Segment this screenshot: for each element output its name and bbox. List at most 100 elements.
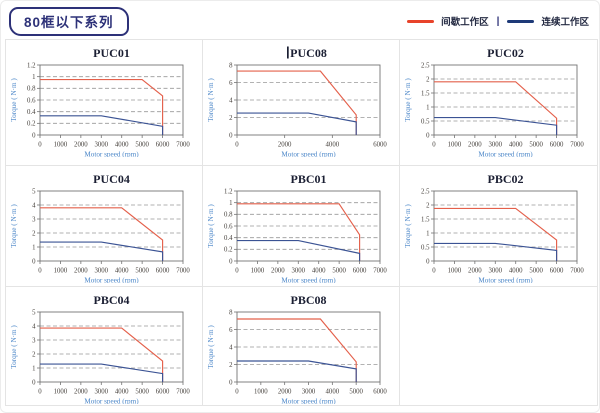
chart-title: PUC01 — [93, 46, 130, 60]
intermittent-curve — [236, 203, 360, 261]
y-axis-label: Torque ( N·m ) — [404, 204, 412, 248]
y-axis-label: Torque ( N·m ) — [207, 204, 215, 248]
y-tick-label: 8 — [229, 62, 233, 69]
legend-separator: | — [496, 15, 500, 27]
plot-frame — [39, 190, 183, 262]
chart-title: PBC08 — [290, 293, 326, 307]
y-tick-label: 1 — [32, 244, 35, 251]
x-axis-label: Motor speed (rpm) — [478, 151, 533, 158]
x-tick-label: 5000 — [529, 268, 543, 275]
y-tick-label: 6 — [229, 327, 233, 334]
x-tick-label: 3000 — [488, 142, 502, 149]
y-tick-label: 2 — [426, 202, 430, 209]
x-tick-label: 6000 — [352, 268, 366, 275]
y-tick-label: 2 — [426, 76, 430, 83]
y-tick-label: 1.2 — [224, 188, 233, 195]
y-tick-label: 0.5 — [421, 244, 430, 251]
y-tick-label: 0 — [229, 258, 233, 265]
intermittent-curve — [236, 70, 357, 135]
y-axis-label: Torque ( N·m ) — [207, 325, 215, 369]
y-axis-label: Torque ( N·m ) — [404, 78, 412, 122]
y-tick-label: 0.4 — [27, 109, 36, 116]
continuous-curve — [236, 360, 357, 382]
continuous-curve — [236, 240, 360, 261]
chart-puc08: PUC08 0 2 4 6 8 0 2000 4000 6000 Motor speed (rpm)… — [207, 46, 387, 157]
chart-cell-puc01: PUC01 0 0.2 0.4 0.6 0.8 1 1.2 0 1000 2000 3000 4000 5… — [6, 40, 203, 166]
plot-frame — [39, 311, 183, 383]
y-tick-label: 1.2 — [27, 62, 36, 69]
x-tick-label: 1000 — [448, 142, 462, 149]
continuous-line-swatch — [507, 19, 535, 23]
y-tick-label: 8 — [229, 309, 233, 316]
y-tick-label: 2 — [229, 115, 233, 122]
y-tick-label: 3 — [32, 337, 36, 344]
y-tick-label: 0.8 — [27, 86, 36, 93]
continuous-curve — [434, 117, 558, 135]
intermittent-curve — [434, 81, 558, 135]
x-tick-label: 1000 — [254, 389, 268, 396]
chart-puc01: PUC01 0 0.2 0.4 0.6 0.8 1 1.2 0 1000 2000 3000 4000 5… — [10, 46, 190, 158]
y-tick-label: 0.2 — [224, 247, 233, 254]
chart-cell-pbc04: PBC04 0 1 2 3 4 5 0 1000 2000 3000 4000 5000 6000 7000… — [6, 287, 203, 405]
x-tick-label: 3000 — [488, 268, 502, 275]
x-tick-label: 1000 — [53, 389, 67, 396]
y-tick-label: 0.4 — [224, 235, 233, 242]
y-tick-label: 1 — [32, 365, 35, 372]
chart-pbc01: PBC01 0 0.2 0.4 0.6 0.8 1 1.2 0 1000 2000 3000 4000 5… — [207, 172, 387, 283]
plot-frame — [433, 190, 578, 262]
x-tick-label: 3000 — [291, 268, 305, 275]
chart-cell-puc02: PUC02 0 0.5 1 1.5 2 2.5 0 1000 2000 3000 4000 5000 60… — [400, 40, 597, 166]
y-tick-label: 1.5 — [421, 90, 430, 97]
y-tick-label: 0 — [229, 132, 233, 139]
y-tick-label: 1 — [32, 74, 35, 81]
x-tick-label: 2000 — [277, 142, 291, 149]
x-axis-label: Motor speed (rpm) — [84, 277, 139, 284]
y-tick-label: 1 — [426, 230, 429, 237]
x-tick-label: 2000 — [468, 142, 482, 149]
x-tick-label: 2000 — [74, 389, 88, 396]
chart-pbc04: PBC04 0 1 2 3 4 5 0 1000 2000 3000 4000 5000 6000 7000… — [10, 293, 190, 404]
y-tick-label: 4 — [32, 202, 36, 209]
x-tick-label: 6000 — [373, 142, 387, 149]
x-tick-label: 0 — [38, 389, 42, 396]
x-tick-label: 0 — [235, 389, 239, 396]
x-tick-label: 6000 — [155, 142, 169, 149]
x-axis-label: Motor speed (rpm) — [281, 398, 336, 405]
x-tick-label: 2000 — [277, 389, 291, 396]
chart-puc04: PUC04 0 1 2 3 4 5 0 1000 2000 3000 4000 5000 6000 7000… — [10, 172, 190, 284]
series-title-badge: 80框以下系列 — [9, 7, 129, 36]
chart-pbc08: PBC08 0 2 4 6 8 0 1000 2000 3000 4000 5000 6000 Motor… — [207, 293, 387, 405]
y-tick-label: 0 — [32, 132, 36, 139]
x-tick-label: 6000 — [155, 268, 169, 275]
empty-cell — [400, 287, 597, 405]
x-tick-label: 0 — [38, 142, 42, 149]
y-axis-label: Torque ( N·m ) — [10, 325, 18, 369]
x-tick-label: 6000 — [550, 268, 564, 275]
x-tick-label: 2000 — [74, 142, 88, 149]
x-tick-label: 5000 — [135, 389, 149, 396]
y-tick-label: 2 — [32, 351, 36, 358]
x-tick-label: 6000 — [373, 389, 387, 396]
y-tick-label: 0 — [32, 258, 36, 265]
x-tick-label: 1000 — [53, 142, 67, 149]
continuous-curve — [236, 112, 357, 135]
chart-cell-pbc08: PBC08 0 2 4 6 8 0 1000 2000 3000 4000 5000 6000 Motor… — [203, 287, 400, 405]
y-tick-label: 5 — [32, 309, 36, 316]
x-tick-label: 5000 — [135, 268, 149, 275]
x-tick-label: 1000 — [53, 268, 67, 275]
y-axis-label: Torque ( N·m ) — [10, 78, 18, 122]
continuous-curve — [39, 241, 163, 261]
x-tick-label: 4000 — [325, 142, 339, 149]
x-tick-label: 4000 — [509, 268, 523, 275]
x-tick-label: 2000 — [271, 268, 285, 275]
x-tick-label: 7000 — [176, 268, 190, 275]
y-tick-label: 1 — [229, 200, 232, 207]
continuous-curve — [39, 115, 163, 135]
x-axis-label: Motor speed (rpm) — [84, 151, 139, 158]
chart-title: PUC04 — [93, 172, 130, 186]
x-tick-label: 7000 — [176, 142, 190, 149]
x-axis-label: Motor speed (rpm) — [478, 277, 533, 284]
x-tick-label: 0 — [38, 268, 42, 275]
y-tick-label: 0.6 — [224, 223, 233, 230]
